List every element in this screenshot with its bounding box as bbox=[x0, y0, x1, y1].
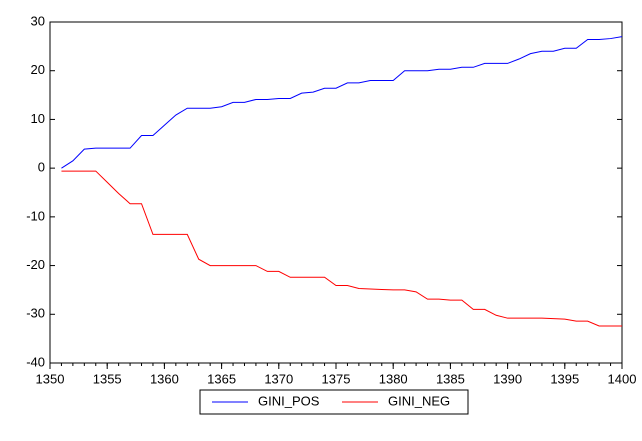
x-tick-label: 1390 bbox=[493, 371, 522, 386]
x-tick-label: 1385 bbox=[436, 371, 465, 386]
y-tick-label: 0 bbox=[38, 160, 45, 175]
y-tick-label: 10 bbox=[31, 111, 45, 126]
legend-label: GINI_NEG bbox=[388, 393, 450, 408]
series-line bbox=[61, 170, 622, 327]
x-tick-label: 1400 bbox=[608, 371, 637, 386]
y-tick-label: -40 bbox=[26, 354, 45, 369]
x-tick-label: 1370 bbox=[264, 371, 293, 386]
series-line bbox=[61, 36, 623, 169]
y-tick-label: -10 bbox=[26, 208, 45, 223]
y-tick-label: 20 bbox=[31, 62, 45, 77]
x-tick-label: 1380 bbox=[379, 371, 408, 386]
x-tick-label: 1350 bbox=[36, 371, 65, 386]
x-tick-label: 1360 bbox=[150, 371, 179, 386]
plot-frame bbox=[49, 21, 623, 364]
y-tick-label: -30 bbox=[26, 306, 45, 321]
legend-label: GINI_POS bbox=[258, 393, 320, 408]
x-tick-label: 1355 bbox=[93, 371, 122, 386]
x-tick-label: 1395 bbox=[550, 371, 579, 386]
y-tick-label: -20 bbox=[26, 257, 45, 272]
y-tick-label: 30 bbox=[31, 13, 45, 28]
x-tick-label: 1365 bbox=[207, 371, 236, 386]
x-tick-label: 1375 bbox=[322, 371, 351, 386]
